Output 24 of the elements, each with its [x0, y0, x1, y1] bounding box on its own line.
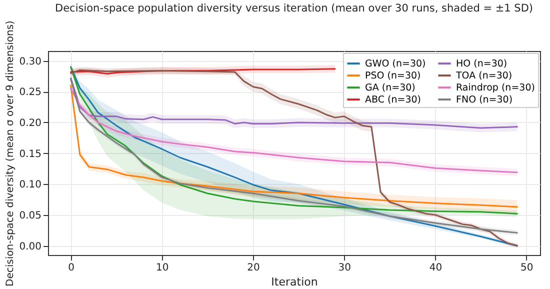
y-tick-label: 0.30 — [19, 56, 42, 68]
y-tick-label: 0.25 — [19, 87, 42, 98]
legend-label: PSO (n=30) — [365, 70, 421, 82]
legend-label: TOA (n=30) — [455, 70, 512, 82]
y-tick-label: 0.15 — [19, 148, 42, 160]
y-tick-label: 0.10 — [19, 180, 42, 191]
x-tick-label: 30 — [338, 262, 351, 274]
y-tick-label: 0.05 — [19, 210, 42, 222]
x-tick-label: 0 — [68, 262, 74, 274]
x-tick-label: 40 — [429, 262, 442, 274]
x-tick-label: 20 — [247, 262, 260, 274]
legend-label: FNO (n=30) — [456, 94, 513, 106]
legend-label: ABC (n=30) — [365, 94, 421, 106]
y-axis-title: Decision-space diversity (mean σ over 9 dimensions) — [5, 20, 16, 286]
y-tick-label: 0.00 — [19, 241, 42, 252]
x-tick-label: 50 — [520, 262, 534, 274]
chart-title: Decision-space population diversity versus iteration (mean over 30 runs, shaded = ±1 SD) — [54, 2, 534, 15]
x-tick-label: 10 — [156, 262, 169, 274]
legend-label: GWO (n=30) — [365, 58, 426, 70]
legend-label: HO (n=30) — [456, 58, 508, 70]
legend-label: Raindrop (n=30) — [456, 82, 535, 94]
y-tick-label: 0.20 — [19, 118, 42, 129]
x-axis-title: Iteration — [271, 276, 318, 288]
legend-label: GA (n=30) — [365, 82, 416, 94]
